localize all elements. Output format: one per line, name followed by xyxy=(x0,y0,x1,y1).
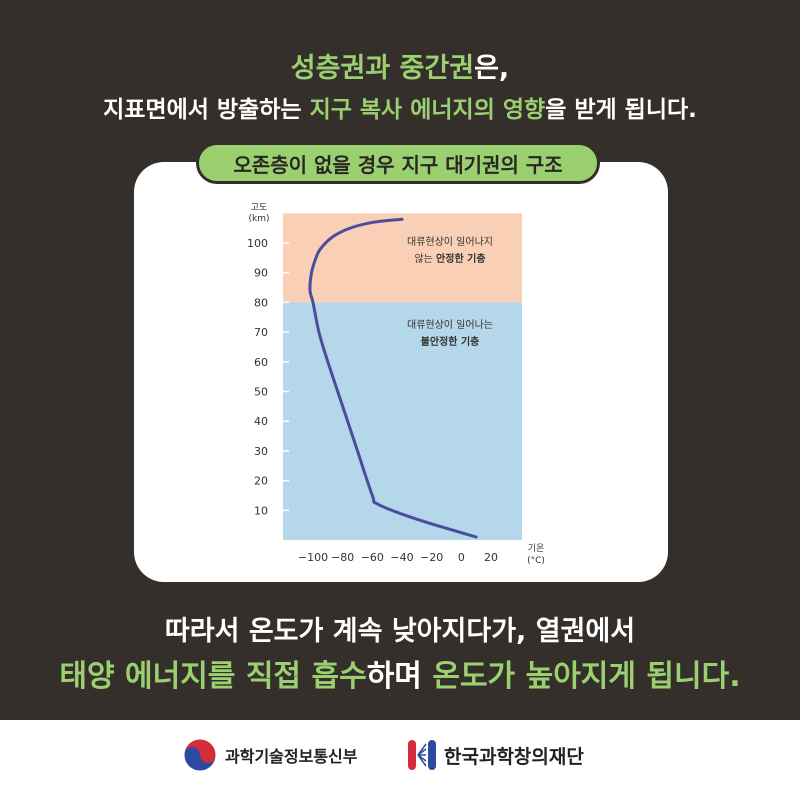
chart-title: 오존층이 없을 경우 지구 대기권의 구조 xyxy=(196,142,600,184)
band-label: 불안정한 기층 xyxy=(421,335,480,348)
closing-line-2: 태양 에너지를 직접 흡수하며 온도가 높아지게 됩니다. xyxy=(0,651,800,695)
y-tick-label: 100 xyxy=(247,237,268,250)
chart-band-1 xyxy=(283,213,522,303)
y-tick-label: 40 xyxy=(254,415,268,428)
h3-segment: 따라서 온도가 계속 낮아지다가, 열권에서 xyxy=(164,616,636,647)
h1-segment: 은, xyxy=(474,53,510,84)
x-tick-label: 0 xyxy=(458,551,465,564)
x-tick-label: −80 xyxy=(331,551,354,564)
y-tick-label: 70 xyxy=(254,326,268,339)
band-label: 않는 안정한 기층 xyxy=(414,252,485,265)
h4-segment: 하며 xyxy=(366,659,433,694)
x-tick-label: −40 xyxy=(390,551,413,564)
closing-line-1: 따라서 온도가 계속 낮아지다가, 열권에서 xyxy=(0,609,800,648)
y-tick-label: 30 xyxy=(254,445,268,458)
org1-label: 과학기술정보통신부 xyxy=(225,747,358,766)
temperature-profile-line xyxy=(308,217,478,539)
band-label: 대류현상이 일어나는 xyxy=(407,319,493,331)
taegeuk-icon xyxy=(183,738,217,772)
y-tick-label: 20 xyxy=(254,475,268,488)
y-tick-label: 10 xyxy=(254,504,268,517)
h2-segment: 을 받게 됩니다. xyxy=(545,97,697,123)
x-axis-label: 기온 xyxy=(528,543,545,554)
y-tick-label: 90 xyxy=(254,267,268,280)
chart-band-0 xyxy=(283,302,522,540)
org-msit[interactable]: 과학기술정보통신부 xyxy=(183,738,357,772)
h2-segment: 지표면에서 방출하는 xyxy=(103,97,310,123)
y-axis-label: 고도 xyxy=(251,203,268,213)
org2-label: 한국과학창의재단 xyxy=(444,745,584,768)
x-axis-unit: (°C) xyxy=(527,556,545,566)
x-tick-label: 20 xyxy=(484,551,498,564)
org-kofac[interactable]: 한국과학창의재단 xyxy=(408,738,584,772)
h4-segment: 태양 에너지를 직접 흡수 xyxy=(59,659,367,694)
h4-segment: 온도가 높아지게 됩니다. xyxy=(432,659,741,694)
footer-bar xyxy=(0,720,800,800)
h2-segment: 지구 복사 에너지의 영향 xyxy=(309,97,546,123)
headline-line-2: 지표면에서 방출하는 지구 복사 에너지의 영향을 받게 됩니다. xyxy=(0,90,800,124)
x-tick-label: −100 xyxy=(298,551,328,564)
x-tick-label: −20 xyxy=(420,551,443,564)
h1-segment: 성층권과 중간권 xyxy=(290,53,475,84)
kofac-icon xyxy=(408,740,436,770)
x-tick-label: −60 xyxy=(361,551,384,564)
y-axis-unit: (km) xyxy=(248,214,269,224)
y-tick-label: 50 xyxy=(254,386,268,399)
band-label: 대류현상이 일어나지 xyxy=(407,236,493,248)
y-tick-label: 60 xyxy=(254,356,268,369)
headline-line-1: 성층권과 중간권은, xyxy=(0,46,800,85)
y-tick-label: 80 xyxy=(254,296,268,309)
